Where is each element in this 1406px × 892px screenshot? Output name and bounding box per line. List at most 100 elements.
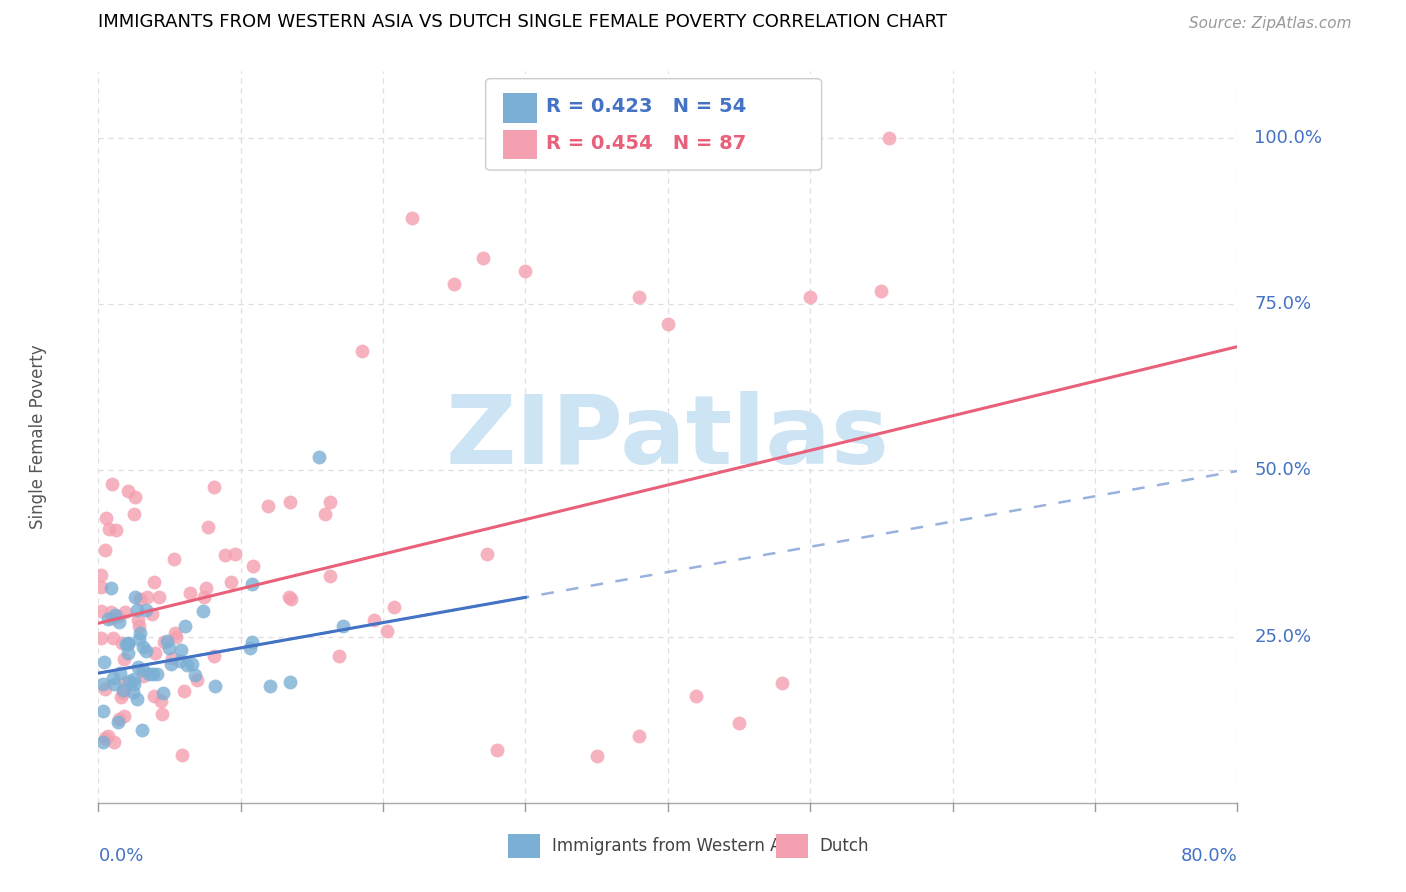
Point xyxy=(280,592,302,607)
Point xyxy=(112,709,135,723)
Point xyxy=(197,520,219,534)
Point xyxy=(100,605,122,619)
Point xyxy=(219,575,242,590)
Point xyxy=(91,676,114,690)
Point xyxy=(108,712,131,726)
Point xyxy=(104,608,127,623)
Point xyxy=(111,636,134,650)
Point xyxy=(129,626,152,640)
Point xyxy=(240,635,263,649)
Point xyxy=(103,677,125,691)
Point xyxy=(107,609,129,624)
Point xyxy=(100,581,122,595)
Bar xyxy=(503,94,537,122)
Point xyxy=(118,674,141,689)
Point xyxy=(114,682,136,697)
Point xyxy=(101,631,124,645)
Text: 100.0%: 100.0% xyxy=(1254,128,1323,147)
Point xyxy=(122,508,145,522)
Point xyxy=(174,619,197,633)
Point xyxy=(173,684,195,698)
Point xyxy=(94,543,117,558)
Point xyxy=(131,723,153,738)
Point xyxy=(191,604,214,618)
Point xyxy=(135,644,157,658)
Point xyxy=(138,667,160,681)
Text: Dutch: Dutch xyxy=(820,837,869,855)
Point xyxy=(685,690,707,704)
Point xyxy=(94,510,117,524)
Point xyxy=(122,673,145,687)
Point xyxy=(628,729,651,743)
Point xyxy=(135,603,157,617)
Text: Immigrants from Western Asia: Immigrants from Western Asia xyxy=(551,837,804,855)
Point xyxy=(657,317,679,331)
Point xyxy=(111,683,134,698)
Text: 0.0%: 0.0% xyxy=(98,847,143,864)
Point xyxy=(157,641,180,656)
Point xyxy=(148,590,170,604)
Point xyxy=(224,547,246,561)
Text: 75.0%: 75.0% xyxy=(1254,295,1312,313)
Point xyxy=(471,251,494,265)
Text: IMMIGRANTS FROM WESTERN ASIA VS DUTCH SINGLE FEMALE POVERTY CORRELATION CHART: IMMIGRANTS FROM WESTERN ASIA VS DUTCH SI… xyxy=(98,13,948,31)
Point xyxy=(172,747,194,762)
Point xyxy=(90,631,112,645)
Point xyxy=(112,652,135,666)
Point xyxy=(91,735,114,749)
Point xyxy=(877,131,900,145)
Point xyxy=(153,634,176,648)
Point xyxy=(152,686,174,700)
Point xyxy=(585,749,607,764)
Point xyxy=(170,643,193,657)
Point xyxy=(93,656,115,670)
Point xyxy=(122,677,145,691)
Text: R = 0.423   N = 54: R = 0.423 N = 54 xyxy=(546,97,747,116)
Point xyxy=(314,507,336,521)
Point xyxy=(132,640,155,654)
Point xyxy=(363,613,385,627)
Point xyxy=(129,591,152,606)
Point xyxy=(160,651,183,665)
Point xyxy=(101,476,124,491)
Point xyxy=(202,648,225,663)
Text: Single Female Poverty: Single Female Poverty xyxy=(30,345,48,529)
Point xyxy=(214,548,236,562)
Point xyxy=(278,590,301,604)
Point xyxy=(108,665,131,680)
Point xyxy=(93,731,115,745)
Point xyxy=(443,277,465,292)
Point xyxy=(259,679,281,693)
Point xyxy=(128,619,150,633)
Point xyxy=(125,691,148,706)
Point xyxy=(127,659,149,673)
Point xyxy=(117,483,139,498)
Point xyxy=(117,646,139,660)
Point xyxy=(132,663,155,677)
Point xyxy=(97,729,120,743)
Point xyxy=(105,523,128,537)
Point xyxy=(150,706,173,721)
Point xyxy=(121,684,143,698)
Point xyxy=(319,569,342,583)
Point xyxy=(101,610,124,624)
Point xyxy=(163,551,186,566)
Point xyxy=(115,637,138,651)
Point xyxy=(117,636,139,650)
Point xyxy=(108,615,131,629)
Point xyxy=(169,655,191,669)
Point xyxy=(728,716,751,731)
Point xyxy=(107,714,129,729)
Point xyxy=(165,630,187,644)
Text: ZIPatlas: ZIPatlas xyxy=(446,391,890,483)
Point xyxy=(176,658,198,673)
Point xyxy=(91,704,114,718)
Text: 50.0%: 50.0% xyxy=(1254,461,1312,479)
Bar xyxy=(509,833,540,858)
Point xyxy=(194,581,217,595)
Point xyxy=(475,547,498,561)
Point xyxy=(239,641,262,656)
Point xyxy=(332,619,354,633)
Point xyxy=(278,495,301,509)
Point xyxy=(90,580,112,594)
